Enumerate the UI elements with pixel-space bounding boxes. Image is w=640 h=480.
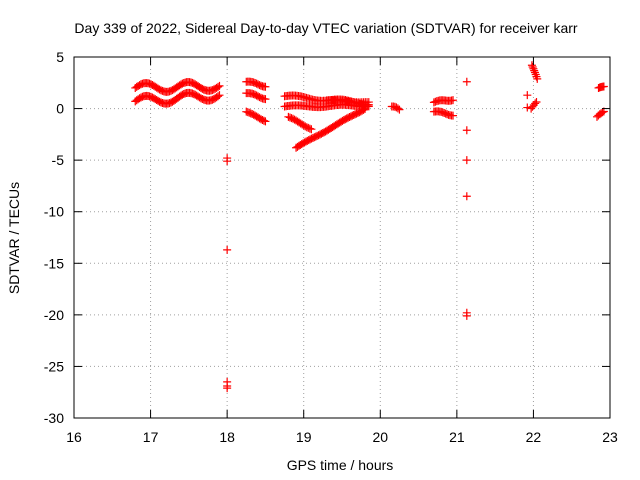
data-point <box>529 64 538 73</box>
data-point <box>360 105 369 114</box>
axis-ticks: 16 17 18 19 20 21 22 23 -30 -25 -20 -15 -10 -5 0 5 <box>44 49 618 445</box>
x-tick-label: 16 <box>66 429 82 445</box>
x-tick-label: 23 <box>602 429 618 445</box>
y-tick-label: 5 <box>56 49 64 65</box>
x-tick-label: 21 <box>449 429 465 445</box>
data-point <box>462 156 471 165</box>
data-point <box>523 103 532 112</box>
data-point <box>462 126 471 135</box>
plot-frame <box>73 56 611 419</box>
gridlines <box>74 57 610 418</box>
data-point <box>449 96 458 105</box>
data-point <box>215 91 224 100</box>
y-tick-label: 0 <box>56 101 64 117</box>
data-point <box>530 66 539 75</box>
data-point <box>393 104 402 113</box>
y-tick-label: -10 <box>44 204 64 220</box>
data-point <box>530 68 539 77</box>
data-point <box>259 116 268 125</box>
data-point <box>214 82 223 91</box>
data-point <box>261 95 270 104</box>
data-point <box>449 111 458 120</box>
data-point <box>531 99 540 108</box>
data-point <box>395 105 404 114</box>
data-point <box>598 108 607 117</box>
data-point <box>599 82 608 91</box>
y-tick-label: -5 <box>52 152 65 168</box>
y-axis-label: SDTVAR / TECUs <box>6 182 22 294</box>
x-axis-label: GPS time / hours <box>287 457 394 473</box>
data-point <box>462 77 471 86</box>
y-tick-label: -15 <box>44 255 64 271</box>
x-tick-label: 22 <box>526 429 542 445</box>
data-point <box>462 192 471 201</box>
data-point <box>215 81 224 90</box>
chart-title: Day 339 of 2022, Sidereal Day-to-day VTE… <box>74 20 577 36</box>
x-tick-label: 19 <box>296 429 312 445</box>
y-tick-label: -30 <box>44 410 64 426</box>
x-tick-label: 20 <box>372 429 388 445</box>
data-point <box>532 97 541 106</box>
data-point <box>223 157 232 166</box>
x-tick-label: 18 <box>219 429 235 445</box>
data-point <box>223 384 232 393</box>
data-point <box>359 105 368 114</box>
data-point <box>307 125 316 134</box>
y-tick-label: -25 <box>44 358 64 374</box>
data-point <box>523 91 532 100</box>
x-tick-label: 17 <box>143 429 159 445</box>
data-point <box>533 74 542 83</box>
data-point <box>462 311 471 320</box>
data-point <box>261 82 270 91</box>
data-point <box>223 245 232 254</box>
data-point <box>527 61 536 70</box>
y-tick-label: -20 <box>44 307 64 323</box>
data-point <box>305 124 314 133</box>
data-points <box>131 61 608 393</box>
data-point <box>364 98 373 107</box>
data-point <box>528 62 537 71</box>
data-point <box>261 117 270 126</box>
data-point <box>214 92 223 101</box>
